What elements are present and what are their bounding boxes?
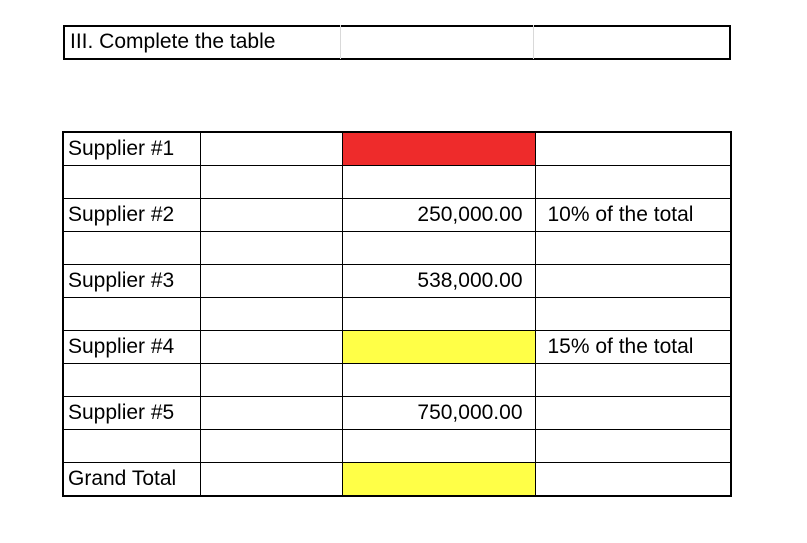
note-cell[interactable]: [534, 462, 732, 497]
note-cell[interactable]: [534, 363, 732, 397]
empty-cell[interactable]: [199, 131, 343, 166]
header-cell-empty[interactable]: [340, 25, 534, 59]
empty-cell[interactable]: [199, 165, 343, 199]
header-table: III. Complete the table: [64, 25, 728, 59]
supplier-label-cell[interactable]: Supplier #1: [62, 131, 201, 166]
table-row: Grand Total: [62, 462, 732, 497]
note-cell[interactable]: [534, 297, 732, 331]
supplier-label-cell[interactable]: [62, 429, 201, 463]
empty-cell[interactable]: [199, 198, 343, 232]
header-row: III. Complete the table: [64, 25, 728, 59]
amount-cell[interactable]: [341, 429, 536, 463]
empty-cell[interactable]: [199, 363, 343, 397]
table-row: Supplier #5 750,000.00: [62, 396, 732, 430]
supplier-label-cell[interactable]: [62, 297, 201, 331]
supplier-label-cell[interactable]: Supplier #2: [62, 198, 201, 232]
note-cell[interactable]: 10% of the total: [534, 198, 732, 232]
table-row: Supplier #1: [62, 131, 732, 166]
empty-cell[interactable]: [199, 297, 343, 331]
table-row: [62, 297, 732, 331]
supplier-label-cell[interactable]: [62, 165, 201, 199]
amount-cell[interactable]: [341, 165, 536, 199]
empty-cell[interactable]: [199, 429, 343, 463]
amount-cell[interactable]: 750,000.00: [341, 396, 536, 430]
amount-cell[interactable]: [341, 297, 536, 331]
highlighted-amount-cell[interactable]: [341, 462, 536, 497]
amount-cell[interactable]: [341, 363, 536, 397]
table-row: Supplier #2 250,000.00 10% of the total: [62, 198, 732, 232]
empty-cell[interactable]: [199, 330, 343, 364]
header-cell-empty[interactable]: [533, 25, 728, 59]
table-row: [62, 429, 732, 463]
supplier-label-cell[interactable]: Grand Total: [62, 462, 201, 497]
amount-cell[interactable]: [341, 231, 536, 265]
note-cell[interactable]: 15% of the total: [534, 330, 732, 364]
table-row: [62, 231, 732, 265]
empty-cell[interactable]: [199, 396, 343, 430]
table-row: Supplier #3 538,000.00: [62, 264, 732, 298]
supplier-label-cell[interactable]: Supplier #4: [62, 330, 201, 364]
amount-cell[interactable]: 538,000.00: [341, 264, 536, 298]
highlighted-amount-cell[interactable]: [341, 131, 536, 166]
supplier-table-body: Supplier #1 Supplier #2 250,000.00 10% of t…: [62, 131, 732, 497]
supplier-table: Supplier #1 Supplier #2 250,000.00 10% of t…: [62, 131, 732, 497]
table-row: Supplier #4 15% of the total: [62, 330, 732, 364]
supplier-label-cell[interactable]: [62, 231, 201, 265]
empty-cell[interactable]: [199, 462, 343, 497]
note-cell[interactable]: [534, 131, 732, 166]
note-cell[interactable]: [534, 396, 732, 430]
supplier-label-cell[interactable]: Supplier #3: [62, 264, 201, 298]
supplier-label-cell[interactable]: Supplier #5: [62, 396, 201, 430]
supplier-label-cell[interactable]: [62, 363, 201, 397]
table-row: [62, 363, 732, 397]
empty-cell[interactable]: [199, 264, 343, 298]
note-cell[interactable]: [534, 429, 732, 463]
note-cell[interactable]: [534, 264, 732, 298]
amount-cell[interactable]: 250,000.00: [341, 198, 536, 232]
highlighted-amount-cell[interactable]: [341, 330, 536, 364]
header-title[interactable]: III. Complete the table: [64, 25, 341, 59]
note-cell[interactable]: [534, 231, 732, 265]
empty-cell[interactable]: [199, 231, 343, 265]
note-cell[interactable]: [534, 165, 732, 199]
table-row: [62, 165, 732, 199]
